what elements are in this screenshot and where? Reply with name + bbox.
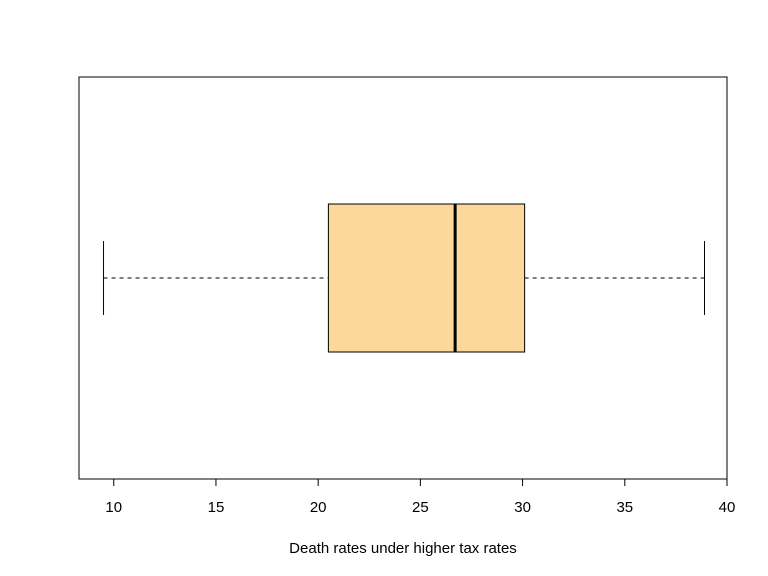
x-tick-label: 10: [105, 499, 122, 516]
x-tick-label: 30: [514, 499, 531, 516]
x-tick-label: 20: [310, 499, 327, 516]
boxplot-marks: [103, 203, 706, 353]
x-tick-label: 40: [719, 499, 736, 516]
x-axis-title: Death rates under higher tax rates: [289, 540, 517, 557]
x-axis-ticks: 10 15 20 25 30 35 40: [105, 479, 735, 516]
x-tick-label: 35: [616, 499, 633, 516]
iqr-box: [327, 203, 526, 353]
x-tick-label: 15: [208, 499, 225, 516]
x-tick-label: 25: [412, 499, 429, 516]
